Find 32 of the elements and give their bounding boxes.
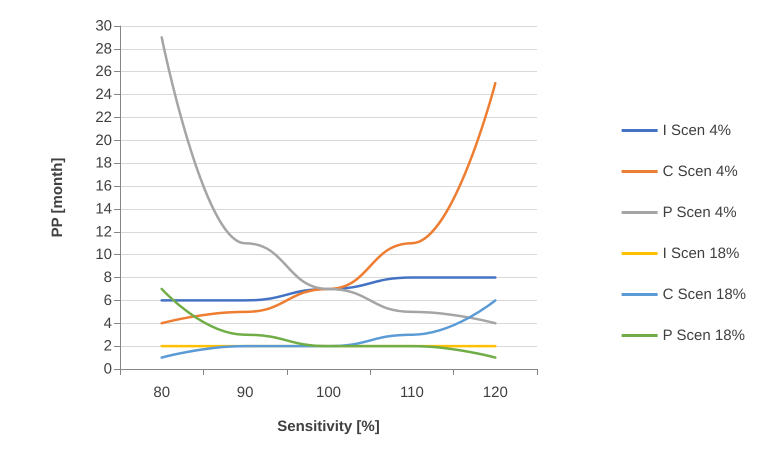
- legend-label: I Scen 4%: [662, 122, 731, 139]
- line-series: [160, 288, 497, 359]
- x-tick-label: 120: [482, 384, 508, 401]
- y-tick-label: 24: [95, 86, 112, 104]
- x-axis-title: Sensitivity [%]: [277, 418, 380, 435]
- legend-label: C Scen 18%: [662, 286, 746, 303]
- y-tick-label: 12: [95, 223, 112, 240]
- y-tick-label: 16: [95, 178, 112, 195]
- legend-label: I Scen 18%: [662, 245, 740, 262]
- legend-label: P Scen 4%: [662, 204, 737, 221]
- y-axis-title: PP [month]: [49, 158, 66, 238]
- y-tick-label: 20: [95, 132, 112, 149]
- y-tick-label: 6: [104, 292, 112, 309]
- y-tick-label: 2: [104, 338, 112, 355]
- y-tick-label: 14: [95, 200, 112, 218]
- y-tick-label: 0: [104, 360, 112, 378]
- y-tick-label: 4: [104, 314, 112, 332]
- legend-label: P Scen 18%: [662, 327, 745, 344]
- x-tick-label: 80: [153, 384, 170, 401]
- x-tick-label: 90: [236, 384, 254, 401]
- y-tick-label: 28: [95, 40, 112, 58]
- y-tick-label: 8: [104, 269, 112, 286]
- legend-label: C Scen 4%: [662, 163, 738, 180]
- y-tick-label: 10: [95, 246, 112, 264]
- x-tick-label: 110: [400, 384, 424, 401]
- line-series: [160, 36, 497, 325]
- y-tick-label: 30: [95, 18, 112, 34]
- x-tick-label: 100: [316, 384, 342, 401]
- y-tick-label: 18: [95, 154, 112, 172]
- line-series: [160, 82, 497, 325]
- y-tick-label: 26: [95, 63, 112, 80]
- y-tick-label: 22: [95, 108, 112, 126]
